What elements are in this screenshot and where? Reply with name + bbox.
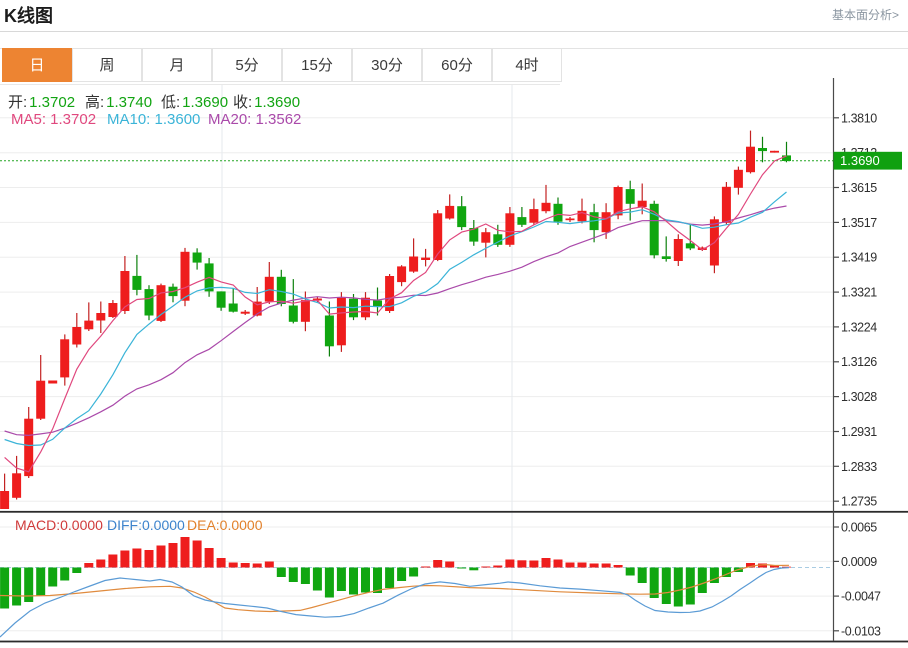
svg-text:1.2833: 1.2833 <box>841 460 877 474</box>
svg-text:1.3321: 1.3321 <box>841 286 877 300</box>
svg-text:1.3419: 1.3419 <box>841 251 877 265</box>
svg-text:1.3517: 1.3517 <box>841 216 877 230</box>
svg-text:1.3126: 1.3126 <box>841 355 877 369</box>
svg-text:-0.0047: -0.0047 <box>841 590 881 604</box>
svg-text:0.0009: 0.0009 <box>841 555 877 569</box>
svg-text:-0.0103: -0.0103 <box>841 624 881 638</box>
svg-text:1.3224: 1.3224 <box>841 320 877 334</box>
svg-text:1.3615: 1.3615 <box>841 181 877 195</box>
svg-text:1.2735: 1.2735 <box>841 495 877 509</box>
svg-text:1.3690: 1.3690 <box>840 153 880 168</box>
svg-text:1.3810: 1.3810 <box>841 111 877 125</box>
svg-text:0.0065: 0.0065 <box>841 521 877 535</box>
svg-text:1.3028: 1.3028 <box>841 390 877 404</box>
svg-text:1.2931: 1.2931 <box>841 425 877 439</box>
